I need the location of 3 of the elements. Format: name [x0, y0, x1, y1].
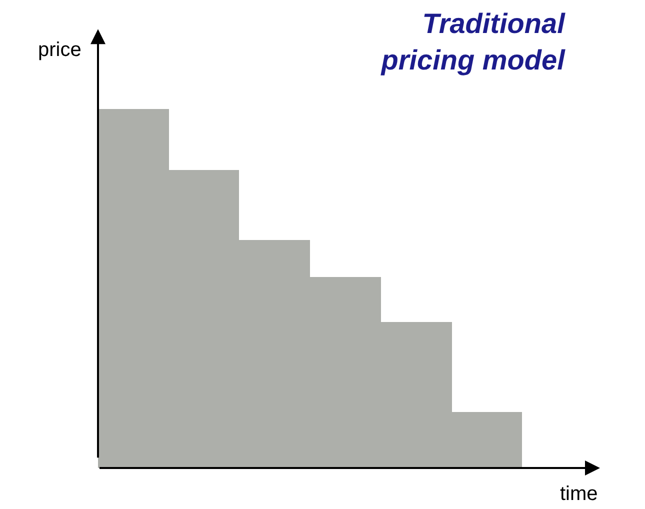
chart-title: Traditional pricing model: [380, 8, 566, 76]
y-axis-title: price: [38, 39, 82, 61]
x-axis-title: time: [560, 483, 598, 505]
